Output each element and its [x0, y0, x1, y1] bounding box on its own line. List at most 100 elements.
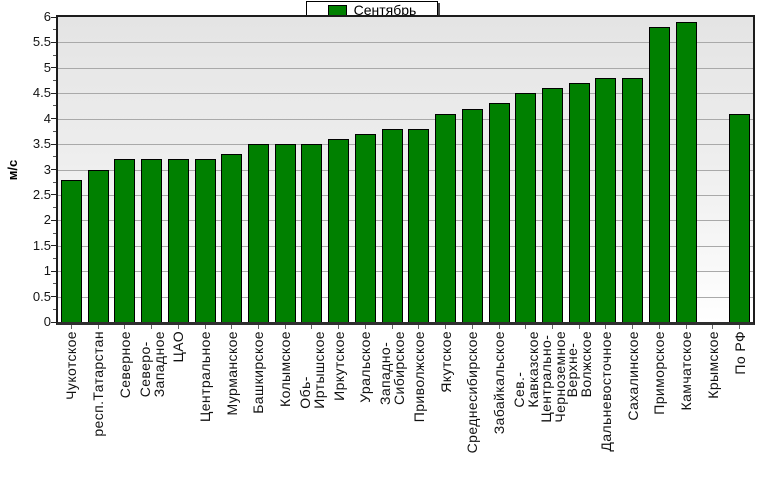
- bar-забайкальское: [488, 103, 510, 322]
- gridline: [58, 271, 753, 273]
- x-tick: [231, 325, 233, 329]
- x-tick: [632, 325, 634, 329]
- x-axis-label: респ.Татарстан: [90, 331, 107, 437]
- x-tick: [338, 325, 340, 329]
- x-tick: [445, 325, 447, 329]
- y-minor-tick: [53, 308, 56, 310]
- x-tick: [658, 325, 660, 329]
- bar-среднесибирское: [461, 108, 483, 322]
- gridline: [58, 93, 753, 95]
- x-tick: [151, 325, 153, 329]
- y-tick: [51, 219, 56, 221]
- x-axis-label: ЦАО: [170, 331, 187, 363]
- gridline: [58, 194, 753, 196]
- x-axis-label: Уральское: [357, 331, 374, 403]
- x-axis-label: Мурманское: [223, 331, 240, 416]
- y-tick-label: 0.5: [32, 288, 51, 304]
- bar-уральское: [354, 133, 376, 322]
- bar-приморское: [648, 27, 670, 322]
- x-axis-label: По РФ: [731, 331, 748, 375]
- x-tick: [364, 325, 366, 329]
- y-tick-label: 5: [43, 59, 51, 75]
- y-tick: [51, 118, 56, 120]
- bar-центральное: [194, 159, 216, 322]
- gridline: [58, 220, 753, 222]
- y-tick-label: 0: [43, 314, 51, 329]
- y-minor-tick: [53, 232, 56, 234]
- x-axis-label: Сев.- Кавказское: [510, 331, 541, 408]
- x-axis-label: Приморское: [651, 331, 668, 415]
- y-tick: [51, 270, 56, 272]
- x-tick: [70, 325, 72, 329]
- bar-северное: [114, 159, 136, 322]
- plot-area: [56, 15, 755, 325]
- bar-сев.--кавказское: [515, 93, 537, 322]
- x-tick: [712, 325, 714, 329]
- y-tick: [51, 143, 56, 145]
- bar-приволжское: [408, 128, 430, 322]
- gridline: [58, 67, 753, 69]
- x-axis-label: Крымское: [704, 331, 721, 399]
- y-minor-tick: [53, 80, 56, 82]
- x-tick: [391, 325, 393, 329]
- bar-дальневосточное: [595, 78, 617, 322]
- x-tick: [498, 325, 500, 329]
- bar-цао: [167, 159, 189, 322]
- x-axis-label: Забайкальское: [491, 331, 508, 435]
- x-tick: [284, 325, 286, 329]
- x-axis-label: Башкирское: [250, 331, 267, 414]
- x-axis-label: Центрально- Черноземное: [537, 331, 568, 423]
- x-axis-label: Якутское: [437, 331, 454, 393]
- x-tick: [578, 325, 580, 329]
- gridline: [58, 144, 753, 146]
- y-tick-label: 1.5: [32, 237, 51, 253]
- x-tick: [552, 325, 554, 329]
- bar-иркутское: [328, 139, 350, 322]
- x-axis-label: Верхне- Волжское: [564, 331, 595, 398]
- x-tick: [124, 325, 126, 329]
- x-tick: [311, 325, 313, 329]
- bar-якутское: [435, 113, 457, 322]
- bar-башкирское: [247, 144, 269, 322]
- bar-респ.татарстан: [87, 169, 109, 322]
- x-tick: [177, 325, 179, 329]
- bar-по-рф: [729, 113, 751, 322]
- x-axis-label: Западно- Сибирское: [377, 331, 408, 406]
- x-tick: [257, 325, 259, 329]
- x-axis-label: Дальневосточное: [597, 331, 614, 452]
- y-minor-tick: [53, 130, 56, 132]
- bar-западно--сибирское: [381, 128, 403, 322]
- x-axis-label: Северо- Западное: [136, 331, 167, 398]
- bar-центрально--черноземное: [542, 88, 564, 322]
- y-tick: [51, 92, 56, 94]
- y-minor-tick: [53, 181, 56, 183]
- gridline: [58, 296, 753, 298]
- bar-северо--западное: [141, 159, 163, 322]
- x-tick: [471, 325, 473, 329]
- gridline: [58, 245, 753, 247]
- y-tick-label: 2.5: [32, 186, 51, 202]
- y-tick: [51, 41, 56, 43]
- y-tick: [51, 169, 56, 170]
- y-tick-label: 3: [43, 161, 51, 177]
- bar-колымское: [274, 144, 296, 322]
- x-axis-label: Центральное: [197, 331, 214, 423]
- legend-swatch-icon: [327, 4, 347, 16]
- y-tick-label: 6: [43, 9, 51, 24]
- bar-сахалинское: [622, 78, 644, 322]
- x-tick: [605, 325, 607, 329]
- x-tick: [685, 325, 687, 329]
- gridline: [58, 42, 753, 44]
- x-tick: [739, 325, 741, 329]
- x-axis-label: Среднесибирское: [464, 331, 481, 454]
- y-tick: [51, 296, 56, 298]
- gridline: [58, 169, 753, 171]
- x-axis-label: Приволжское: [410, 331, 427, 423]
- y-tick-label: 4.5: [32, 85, 51, 101]
- y-tick-label: 5.5: [32, 34, 51, 50]
- y-tick-label: 3.5: [32, 136, 51, 152]
- x-axis-label: Сахалинское: [624, 331, 641, 421]
- x-tick: [204, 325, 206, 329]
- bar-обь--иртышское: [301, 144, 323, 322]
